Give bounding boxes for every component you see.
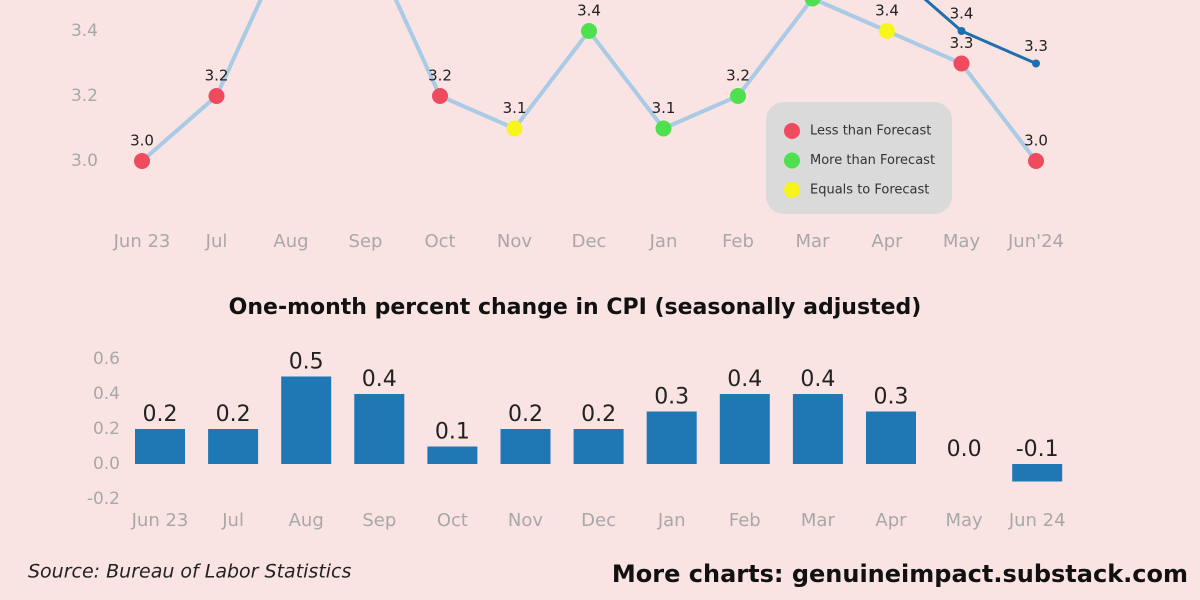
x-tick-label: May <box>945 510 983 531</box>
x-tick-label: Nov <box>508 510 543 531</box>
bar <box>792 394 843 464</box>
bar <box>573 429 624 464</box>
credit: More charts: genuineimpact.substack.com <box>612 560 1188 588</box>
bar <box>354 394 405 464</box>
bar <box>866 411 916 464</box>
data-label: 3.1 <box>652 99 676 117</box>
data-label: 3.1 <box>503 99 527 117</box>
bar <box>646 411 697 464</box>
x-tick-label: Jun 23 <box>131 510 189 531</box>
y-tick-label: 3.2 <box>71 86 98 106</box>
data-label: 0.3 <box>654 385 689 410</box>
data-point <box>506 120 523 137</box>
x-tick-label: Dec <box>581 510 616 531</box>
bar <box>719 394 770 464</box>
y-tick-label: 0.0 <box>93 454 120 474</box>
data-label: 3.2 <box>726 67 750 85</box>
legend-label: More than Forecast <box>810 153 935 168</box>
data-label: 3.0 <box>1024 132 1048 150</box>
data-label: 0.3 <box>874 385 909 410</box>
legend-box <box>766 102 952 214</box>
bar <box>281 376 332 464</box>
x-tick-label: Oct <box>424 231 455 252</box>
bar <box>1012 464 1063 482</box>
legend-marker <box>784 152 800 169</box>
data-label: 0.2 <box>143 402 178 427</box>
x-tick-label: Jul <box>205 231 228 252</box>
data-point <box>581 23 597 39</box>
data-point <box>208 88 225 104</box>
x-tick-label: Aug <box>289 510 324 531</box>
y-tick-label: 3.4 <box>71 21 98 41</box>
data-point <box>1032 59 1040 68</box>
bar <box>427 446 478 464</box>
legend-label: Less than Forecast <box>810 124 931 139</box>
data-label: 3.4 <box>875 2 899 20</box>
data-label: 0.2 <box>216 402 251 427</box>
x-tick-label: Mar <box>801 510 836 531</box>
x-tick-label: Jan <box>657 510 686 531</box>
x-tick-label: Jun 23 <box>113 231 171 252</box>
data-label: 0.0 <box>947 437 982 462</box>
data-label: 3.3 <box>1024 37 1048 55</box>
data-label: 0.5 <box>289 350 324 375</box>
x-tick-label: Feb <box>729 510 761 531</box>
data-point <box>134 153 150 169</box>
legend-label: Equals to Forecast <box>810 183 929 198</box>
data-point <box>879 23 895 39</box>
data-point <box>957 27 966 35</box>
data-label: 3.4 <box>950 5 974 23</box>
bar <box>135 429 185 464</box>
x-tick-label: Jan <box>649 231 678 252</box>
bar <box>500 429 551 464</box>
data-label: 0.1 <box>435 420 470 445</box>
bar <box>208 429 259 464</box>
legend-marker <box>784 123 800 139</box>
y-tick-label: -0.2 <box>87 489 120 509</box>
data-label: 3.0 <box>130 132 154 150</box>
x-tick-label: May <box>943 231 981 252</box>
y-tick-label: 0.4 <box>93 384 120 404</box>
data-label: 3.2 <box>205 67 229 85</box>
data-point <box>655 120 672 137</box>
data-point <box>953 55 970 72</box>
x-tick-label: Aug <box>273 231 308 252</box>
data-point <box>432 88 448 104</box>
x-tick-label: Jun'24 <box>1007 231 1064 252</box>
x-tick-label: Dec <box>572 231 607 252</box>
x-tick-label: Apr <box>871 231 903 252</box>
data-label: 3.4 <box>577 2 601 20</box>
data-label: -0.1 <box>1016 437 1059 462</box>
x-tick-label: Apr <box>875 510 907 531</box>
x-tick-label: Nov <box>497 231 532 252</box>
x-tick-label: Jul <box>221 510 244 531</box>
legend-marker <box>784 182 800 198</box>
y-tick-label: 0.2 <box>93 419 120 439</box>
y-tick-label: 0.6 <box>93 349 120 369</box>
y-tick-label: 3.0 <box>71 151 98 171</box>
x-tick-label: Jun 24 <box>1008 510 1066 531</box>
data-label: 0.2 <box>581 402 616 427</box>
data-label: 3.3 <box>950 34 974 52</box>
data-point <box>804 0 821 7</box>
x-tick-label: Mar <box>796 231 831 252</box>
x-tick-label: Sep <box>362 510 396 531</box>
x-tick-label: Oct <box>437 510 468 531</box>
data-label: 0.4 <box>362 367 397 392</box>
data-label: 0.4 <box>800 367 835 392</box>
data-label: 0.4 <box>727 367 762 392</box>
data-point <box>1028 153 1044 169</box>
x-tick-label: Feb <box>722 231 754 252</box>
source: Source: Bureau of Labor Statistics <box>28 561 351 583</box>
x-tick-label: Sep <box>349 231 383 252</box>
data-point <box>730 88 746 104</box>
chart-title: One-month percent change in CPI (seasona… <box>229 295 922 320</box>
data-label: 0.2 <box>508 402 543 427</box>
data-label: 3.2 <box>428 67 452 85</box>
